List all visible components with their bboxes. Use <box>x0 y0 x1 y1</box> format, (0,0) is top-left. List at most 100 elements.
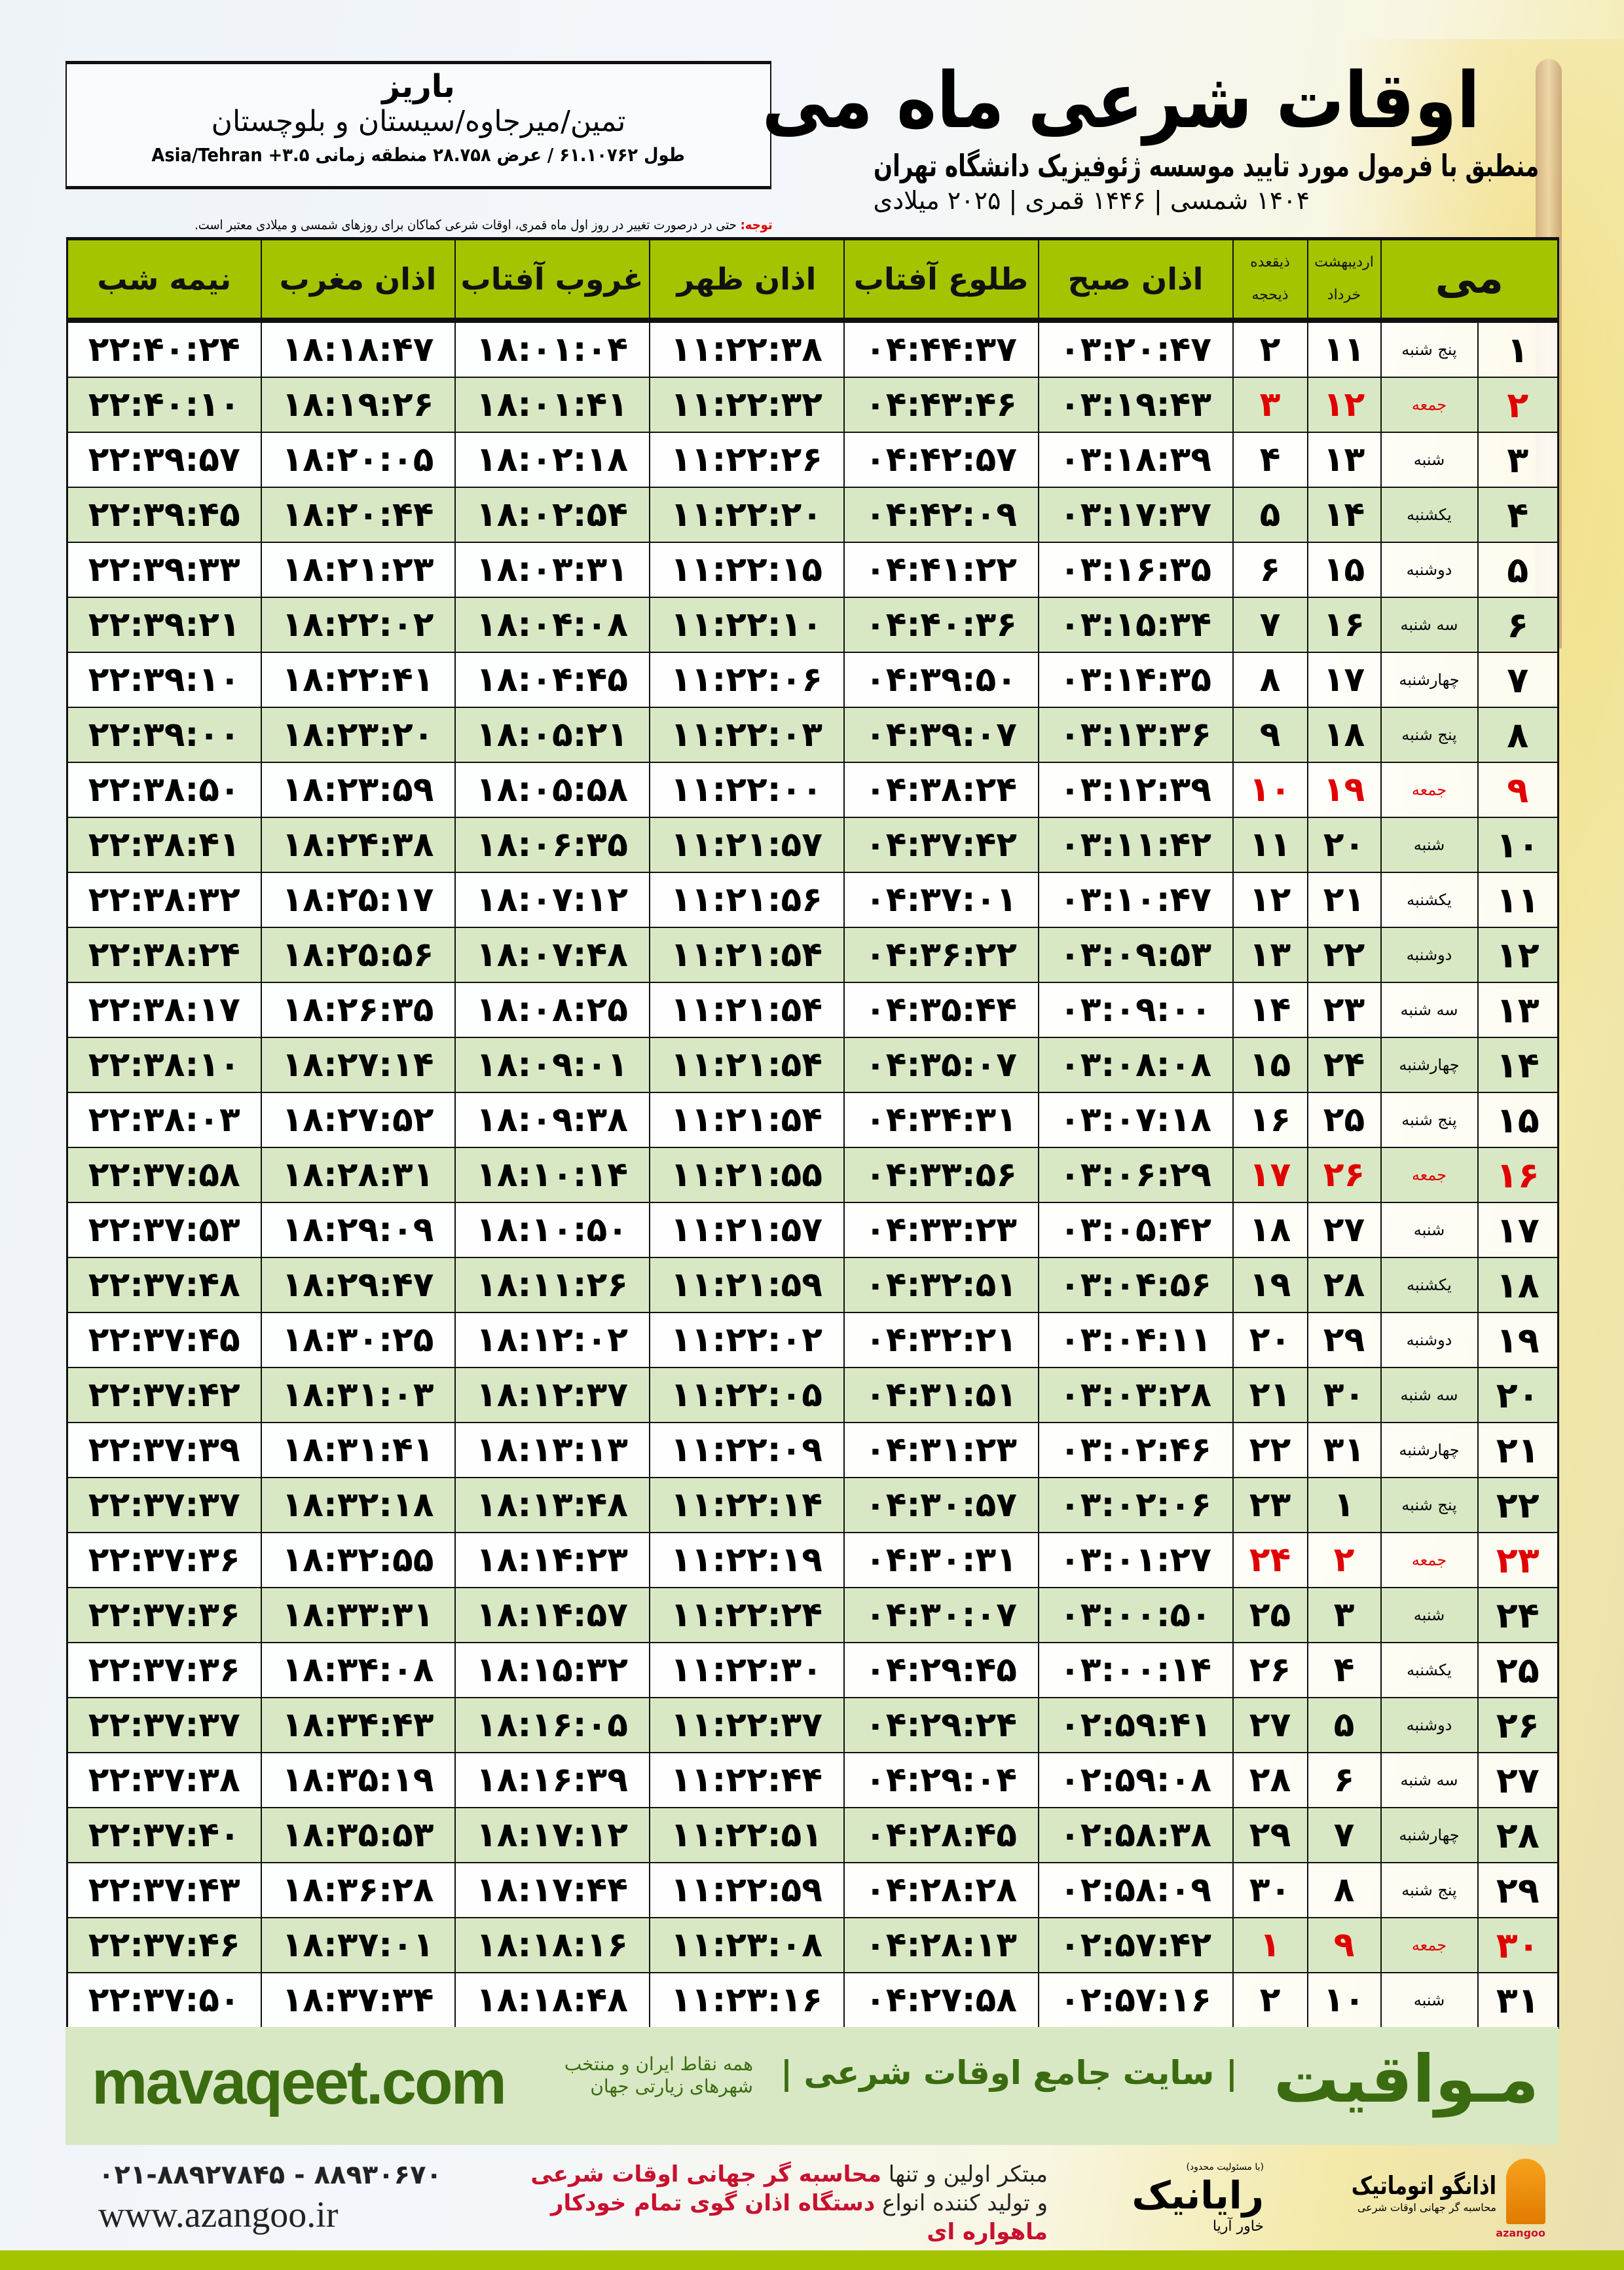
cell-maghrib: ۱۸:۱۹:۲۶ <box>260 377 456 433</box>
table-row: ۱۵ پنج شنبه ۲۵ ۱۶ ۰۳:۰۷:۱۸ ۰۴:۳۴:۳۱ ۱۱:۲۱:۵۴ ۱۸… <box>66 1092 1559 1148</box>
cell-sunset: ۱۸:۰۹:۰۱ <box>454 1037 650 1093</box>
cell-sunset: ۱۸:۰۷:۴۸ <box>454 927 650 983</box>
cell-midnight: ۲۲:۳۹:۴۵ <box>66 487 262 543</box>
cell-sunrise: ۰۴:۲۹:۴۵ <box>843 1642 1039 1698</box>
cell-qamari: ۳۰ <box>1232 1862 1308 1918</box>
cell-qamari: ۲۳ <box>1232 1477 1308 1533</box>
cell-midnight: ۲۲:۳۸:۵۰ <box>66 762 262 818</box>
cell-weekday: یکشنبه <box>1380 872 1479 928</box>
cell-shamsi: ۳۰ <box>1306 1367 1382 1423</box>
cell-fajr: ۰۳:۰۶:۲۹ <box>1037 1147 1234 1203</box>
table-row: ۱۸ یکشنبه ۲۸ ۱۹ ۰۳:۰۴:۵۶ ۰۴:۳۲:۵۱ ۱۱:۲۱:۵۹ ۱۸:۱… <box>66 1257 1559 1313</box>
cell-dhuhr: ۱۱:۲۲:۵۹ <box>648 1862 845 1918</box>
cell-day: ۲۵ <box>1477 1642 1559 1698</box>
cell-maghrib: ۱۸:۳۰:۲۵ <box>260 1312 456 1368</box>
cell-sunset: ۱۸:۱۷:۱۲ <box>454 1807 650 1863</box>
cell-fajr: ۰۳:۰۸:۰۸ <box>1037 1037 1234 1093</box>
cell-sunset: ۱۸:۱۶:۳۹ <box>454 1752 650 1808</box>
table-row: ۱۴ چهارشنبه ۲۴ ۱۵ ۰۳:۰۸:۰۸ ۰۴:۳۵:۰۷ ۱۱:۲۱:۵۴ ۱۸… <box>66 1037 1559 1093</box>
cell-qamari: ۲ <box>1232 320 1308 378</box>
mavaqeet-banner: mavaqeet.com مـواقیت | سایت جامع اوقات ش… <box>65 2027 1559 2145</box>
cell-midnight: ۲۲:۳۸:۳۲ <box>66 872 262 928</box>
cell-sunset: ۱۸:۱۳:۱۳ <box>454 1422 650 1478</box>
cell-weekday: جمعه <box>1380 762 1479 818</box>
cell-qamari: ۸ <box>1232 652 1308 708</box>
cell-fajr: ۰۳:۱۴:۳۵ <box>1037 652 1234 708</box>
cell-dhuhr: ۱۱:۲۲:۳۲ <box>648 377 845 433</box>
cell-shamsi: ۲۹ <box>1306 1312 1382 1368</box>
col-month: می <box>1380 238 1559 320</box>
cell-weekday: پنج شنبه <box>1380 1477 1479 1533</box>
cell-shamsi: ۱۵ <box>1306 542 1382 598</box>
cell-qamari: ۲۲ <box>1232 1422 1308 1478</box>
cell-weekday: دوشنبه <box>1380 927 1479 983</box>
site-link[interactable]: mavaqeet.com <box>92 2047 507 2117</box>
cell-weekday: شنبه <box>1380 1972 1479 2029</box>
cell-day: ۳۱ <box>1477 1972 1559 2029</box>
cell-maghrib: ۱۸:۳۴:۰۸ <box>260 1642 456 1698</box>
mosque-dome-icon <box>1506 2159 1545 2224</box>
cell-shamsi: ۱۶ <box>1306 597 1382 653</box>
cell-shamsi: ۲۵ <box>1306 1092 1382 1148</box>
cell-weekday: دوشنبه <box>1380 1697 1479 1753</box>
table-row: ۲۴ شنبه ۳ ۲۵ ۰۳:۰۰:۵۰ ۰۴:۳۰:۰۷ ۱۱:۲۲:۲۴ ۱۸:۱۴:۵… <box>66 1587 1559 1643</box>
cell-day: ۲۶ <box>1477 1697 1559 1753</box>
azangoo-sub: محاسبه گر جهانی اوقات شرعی <box>1357 2201 1496 2214</box>
cell-shamsi: ۵ <box>1306 1697 1382 1753</box>
cell-sunset: ۱۸:۰۴:۴۵ <box>454 652 650 708</box>
coordinates: طول ۶۱.۱۰۷۶۲ / عرض ۲۸.۷۵۸ منطقه زمانی As… <box>151 144 686 166</box>
cell-fajr: ۰۳:۱۷:۳۷ <box>1037 487 1234 543</box>
cell-shamsi: ۲۱ <box>1306 872 1382 928</box>
cell-sunrise: ۰۴:۲۹:۰۴ <box>843 1752 1039 1808</box>
cell-sunrise: ۰۴:۳۳:۲۳ <box>843 1202 1039 1258</box>
cell-weekday: سه شنبه <box>1380 597 1479 653</box>
cell-shamsi: ۲۲ <box>1306 927 1382 983</box>
cell-qamari: ۳ <box>1232 377 1308 433</box>
cell-midnight: ۲۲:۳۹:۲۱ <box>66 597 262 653</box>
cell-weekday: چهارشنبه <box>1380 1422 1479 1478</box>
cell-fajr: ۰۳:۰۴:۱۱ <box>1037 1312 1234 1368</box>
cell-qamari: ۱۵ <box>1232 1037 1308 1093</box>
brand-tagline-small: همه نقاط ایران و منتخب شهرهای زیارتی جها… <box>564 2053 753 2097</box>
cell-dhuhr: ۱۱:۲۲:۱۵ <box>648 542 845 598</box>
cell-weekday: شنبه <box>1380 817 1479 873</box>
cell-midnight: ۲۲:۳۷:۴۰ <box>66 1807 262 1863</box>
cell-fajr: ۰۳:۱۲:۳۹ <box>1037 762 1234 818</box>
cell-sunset: ۱۸:۰۴:۰۸ <box>454 597 650 653</box>
city-name: باریز <box>382 68 455 105</box>
azangoo-link[interactable]: www.azangoo.ir <box>98 2195 339 2235</box>
cell-maghrib: ۱۸:۳۷:۳۴ <box>260 1972 456 2029</box>
cell-sunrise: ۰۴:۳۱:۵۱ <box>843 1367 1039 1423</box>
cell-maghrib: ۱۸:۲۷:۱۴ <box>260 1037 456 1093</box>
promo-line1a: مبتکر اولین و تنها <box>881 2161 1048 2187</box>
cell-maghrib: ۱۸:۳۵:۵۳ <box>260 1807 456 1863</box>
cell-midnight: ۲۲:۳۸:۱۷ <box>66 982 262 1038</box>
cell-shamsi: ۱۹ <box>1306 762 1382 818</box>
cell-shamsi: ۲۴ <box>1306 1037 1382 1093</box>
cell-day: ۱۹ <box>1477 1312 1559 1368</box>
cell-day: ۲۴ <box>1477 1587 1559 1643</box>
cell-shamsi: ۱۷ <box>1306 652 1382 708</box>
rayanik-name: رایانیک <box>1132 2173 1264 2218</box>
table-row: ۲۲ پنج شنبه ۱ ۲۳ ۰۳:۰۲:۰۶ ۰۴:۳۰:۵۷ ۱۱:۲۲:۱۴ ۱۸:… <box>66 1477 1559 1533</box>
cell-sunset: ۱۸:۱۵:۳۲ <box>454 1642 650 1698</box>
cell-shamsi: ۸ <box>1306 1862 1382 1918</box>
table-row: ۱ پنج شنبه ۱۱ ۲ ۰۳:۲۰:۴۷ ۰۴:۴۴:۳۷ ۱۱:۲۲:۳۸ ۱۸:۰… <box>66 320 1559 378</box>
cell-maghrib: ۱۸:۳۱:۰۳ <box>260 1367 456 1423</box>
azangoo-text: اذانگو اتوماتیک محاسبه گر جهانی اوقات شر… <box>1287 2170 1496 2215</box>
cell-maghrib: ۱۸:۲۵:۵۶ <box>260 927 456 983</box>
cell-maghrib: ۱۸:۲۸:۳۱ <box>260 1147 456 1203</box>
cell-maghrib: ۱۸:۳۲:۵۵ <box>260 1532 456 1588</box>
bottom-bar <box>0 2250 1624 2270</box>
cell-midnight: ۲۲:۴۰:۱۰ <box>66 377 262 433</box>
region-name: تمین/میرجاوه/سیستان و بلوچستان <box>211 105 626 138</box>
cell-weekday: جمعه <box>1380 377 1479 433</box>
cell-maghrib: ۱۸:۱۸:۴۷ <box>260 320 456 378</box>
cell-shamsi: ۲۷ <box>1306 1202 1382 1258</box>
cell-weekday: پنج شنبه <box>1380 1092 1479 1148</box>
cell-qamari: ۲۷ <box>1232 1697 1308 1753</box>
cell-sunset: ۱۸:۰۹:۳۸ <box>454 1092 650 1148</box>
cell-midnight: ۲۲:۳۷:۳۹ <box>66 1422 262 1478</box>
cell-qamari: ۲۵ <box>1232 1587 1308 1643</box>
cell-maghrib: ۱۸:۲۳:۲۰ <box>260 707 456 763</box>
